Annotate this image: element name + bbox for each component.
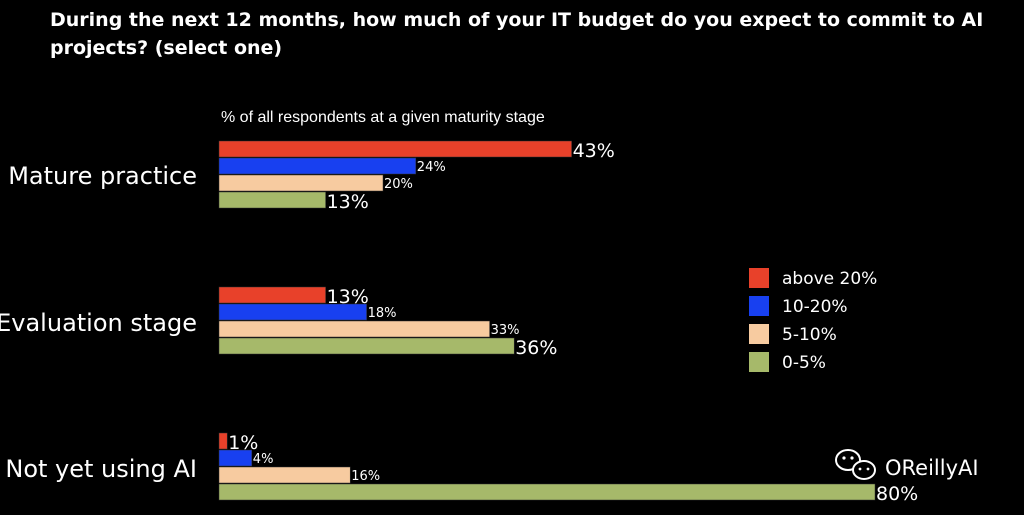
legend-label-10-20: 10-20%	[782, 297, 848, 317]
bar-mature-practice-5-10	[218, 174, 384, 192]
chart-title: During the next 12 months, how much of y…	[50, 9, 984, 59]
bar-not-yet-using-ai-above-20	[218, 432, 228, 450]
value-label: 13%	[327, 286, 369, 308]
category-label-mature-practice: Mature practice	[8, 162, 197, 190]
wechat-icon	[835, 449, 876, 480]
value-label: 1%	[228, 432, 258, 454]
bar-not-yet-using-ai-5-10	[218, 466, 351, 484]
bar-not-yet-using-ai-0-5	[218, 483, 876, 501]
value-label: 43%	[573, 140, 615, 162]
watermark-text: OReillyAI	[885, 456, 979, 480]
legend-swatch-10-20	[749, 296, 769, 316]
value-label: 4%	[253, 452, 274, 467]
bar-evaluation-stage-5-10	[218, 320, 490, 338]
value-label: 18%	[368, 306, 397, 321]
category-label-evaluation-stage: Evaluation stage	[0, 309, 197, 337]
bar-not-yet-using-ai-10-20	[218, 449, 253, 467]
chart-subtitle: % of all respondents at a given maturity…	[221, 109, 545, 126]
value-label: 33%	[491, 323, 520, 338]
value-label: 13%	[327, 191, 369, 213]
legend-swatch-above-20	[749, 268, 769, 288]
bar-mature-practice-10-20	[218, 157, 417, 175]
watermark: OReillyAI	[835, 449, 979, 480]
category-label-not-yet-using-ai: Not yet using AI	[5, 455, 197, 483]
legend: above 20% 10-20% 5-10% 0-5%	[749, 268, 877, 373]
legend-label-5-10: 5-10%	[782, 325, 837, 345]
bar-mature-practice-0-5	[218, 191, 326, 209]
legend-swatch-5-10	[749, 324, 769, 344]
value-label: 36%	[515, 337, 557, 359]
bars-group: Mature practice 43% 24% 20% 13% Evaluation st…	[0, 140, 918, 505]
bar-evaluation-stage-0-5	[218, 337, 515, 355]
legend-swatch-0-5	[749, 352, 769, 372]
value-label: 80%	[876, 483, 918, 505]
bar-evaluation-stage-above-20	[218, 286, 326, 304]
bar-evaluation-stage-10-20	[218, 303, 367, 321]
bar-mature-practice-above-20	[218, 140, 572, 158]
value-label: 24%	[417, 160, 446, 175]
legend-label-0-5: 0-5%	[782, 353, 826, 373]
value-label: 16%	[351, 469, 380, 484]
value-label: 20%	[384, 177, 413, 192]
legend-label-above-20: above 20%	[782, 269, 877, 289]
